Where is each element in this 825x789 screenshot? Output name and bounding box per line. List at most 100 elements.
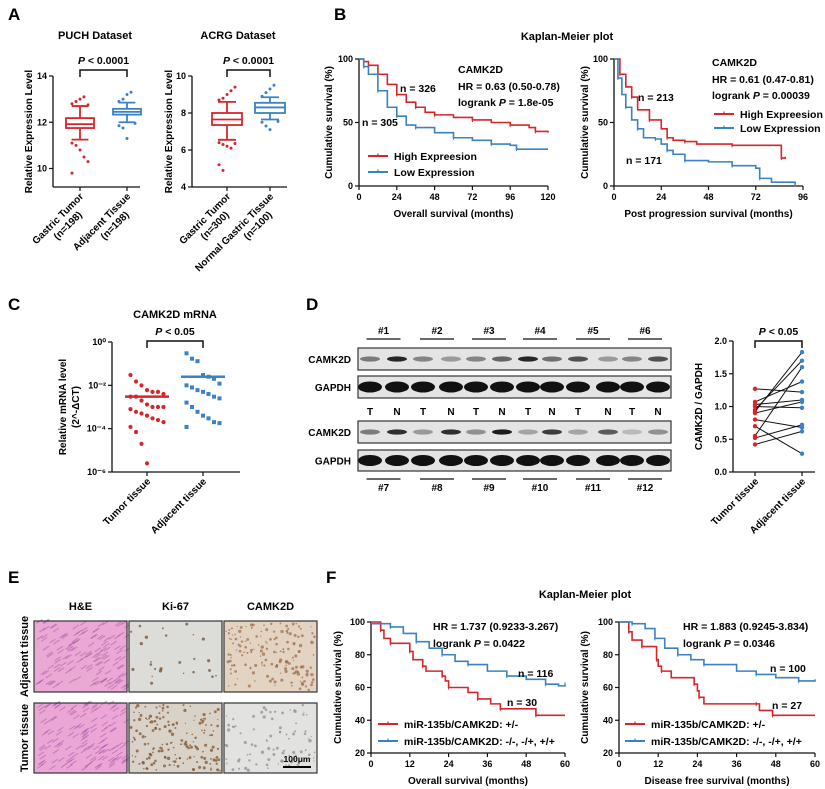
y-tick-label: 10⁰	[92, 337, 106, 347]
gapdh-band	[464, 455, 488, 466]
y-tick-label: 1.5	[714, 369, 727, 379]
sample-label: #3	[483, 326, 495, 337]
logrank-p-part: P	[753, 90, 761, 102]
camk2d-band	[441, 356, 461, 362]
camk2d-band	[542, 429, 562, 435]
ihc-image-background	[129, 621, 222, 692]
lane-label: N	[604, 407, 611, 418]
logrank-p-part: P	[499, 97, 507, 109]
x-tick-label: 48	[521, 759, 531, 769]
gapdh-band	[439, 455, 463, 466]
y-tick-label: 20	[355, 748, 365, 758]
ihc-image	[223, 620, 318, 693]
logrank-p-part: = 0.0422	[481, 638, 525, 650]
adjacent-point	[799, 399, 805, 405]
x-axis-label: Post progression survival (months)	[624, 209, 792, 220]
outlier-point	[221, 96, 225, 100]
blot-strip	[357, 420, 672, 444]
logrank-p: logrank P = 0.0346	[683, 638, 775, 650]
ihc-image-border	[223, 620, 318, 693]
hazard-ratio: HR = 1.883 (0.9245-3.834)	[683, 621, 808, 633]
ihc-images: H&E Ki-67 CAMK2D Adjacent tissue Tumor tissu…	[19, 601, 318, 774]
camk2d-band	[387, 429, 407, 435]
n-label: n = 30	[507, 697, 537, 709]
panel-label-d: D	[306, 295, 318, 314]
data-point	[133, 409, 139, 414]
paired-sample	[752, 429, 805, 447]
legend-label: miR-135b/CAMK2D: -/-, -/+, +/+	[404, 736, 555, 748]
gapdh-band	[620, 381, 644, 393]
outlier-point	[70, 102, 74, 106]
adjacent-point	[799, 451, 805, 456]
n-label: n = 116	[518, 668, 553, 680]
p-value-part: P	[223, 55, 231, 67]
chart-c-mrna: 10⁻⁶ 10⁻⁴ 10⁻² 10⁰ Relative mRNA level (2^-ΔC…	[58, 309, 240, 536]
outlier-point	[217, 141, 221, 145]
dot-series-1	[181, 351, 225, 429]
ihc-image-border	[128, 702, 223, 774]
paired-sample	[752, 349, 805, 414]
outlier-point	[225, 93, 229, 96]
logrank-p-part: logrank	[712, 90, 753, 102]
x-tick-label: 120	[540, 192, 555, 202]
survival-curve	[371, 621, 565, 717]
panel-b-title: Kaplan-Meier plot	[521, 31, 614, 43]
box-1	[112, 90, 142, 140]
y-tick-label: 6	[181, 145, 186, 155]
outlier-point	[82, 95, 86, 99]
blot-row-label: GAPDH	[315, 457, 351, 468]
x-tick-label: 24	[392, 192, 402, 202]
gene-label: CAMK2D	[712, 57, 757, 69]
sample-label: #2	[431, 326, 443, 337]
panel-label-c: C	[8, 295, 20, 314]
outlier-point	[272, 83, 276, 87]
y-tick-label: 8	[181, 108, 186, 118]
data-point	[144, 388, 150, 393]
outlier-point	[74, 143, 78, 147]
y-tick-label: 100	[598, 617, 613, 627]
data-point	[217, 396, 222, 401]
p-value-part: < 0.0001	[230, 55, 274, 67]
survival-curve	[619, 621, 815, 717]
outlier-point	[78, 97, 82, 101]
outlier-point	[86, 160, 90, 164]
adjacent-point	[799, 405, 805, 411]
data-point	[190, 356, 194, 361]
camk2d-band	[360, 429, 380, 435]
data-point	[184, 424, 189, 429]
gapdh-band	[516, 455, 540, 466]
y-tick-label: 100	[338, 54, 353, 64]
significance-bracket	[146, 340, 204, 348]
km-series-0	[371, 621, 565, 718]
x-tick-label: 24	[656, 192, 666, 202]
outlier-point	[229, 89, 233, 93]
paired-sample	[752, 399, 805, 416]
chart-title: ACRG Dataset	[200, 30, 276, 42]
x-tick-label: 60	[810, 759, 820, 769]
outlier-point	[129, 90, 133, 94]
x-axis-label: Disease free survival (months)	[644, 776, 789, 787]
data-point	[133, 429, 139, 435]
legend-label: Low Expression	[740, 123, 821, 135]
sample-label: #1	[378, 326, 390, 337]
logrank-p: logrank P = 1.8e-05	[458, 97, 554, 109]
x-tick-label: 24	[444, 759, 454, 769]
y-axis-label: Relative Expression Level	[164, 70, 175, 194]
camk2d-band	[598, 356, 618, 362]
sample-label: #7	[378, 483, 390, 494]
km-series-1	[619, 621, 816, 683]
logrank-p: logrank P = 0.00039	[712, 90, 810, 102]
tumor-point	[752, 435, 758, 441]
chart-title: PUCH Dataset	[58, 30, 132, 42]
y-tick-label: 4	[181, 182, 186, 192]
ihc-image-background	[34, 621, 127, 692]
camk2d-band	[648, 429, 668, 435]
outlier-point	[117, 99, 121, 103]
logrank-p-part: = 0.0346	[731, 638, 775, 650]
camk2d-band	[492, 429, 512, 435]
p-value: P < 0.0001	[78, 55, 129, 67]
data-point	[139, 383, 144, 388]
data-point	[184, 351, 189, 356]
